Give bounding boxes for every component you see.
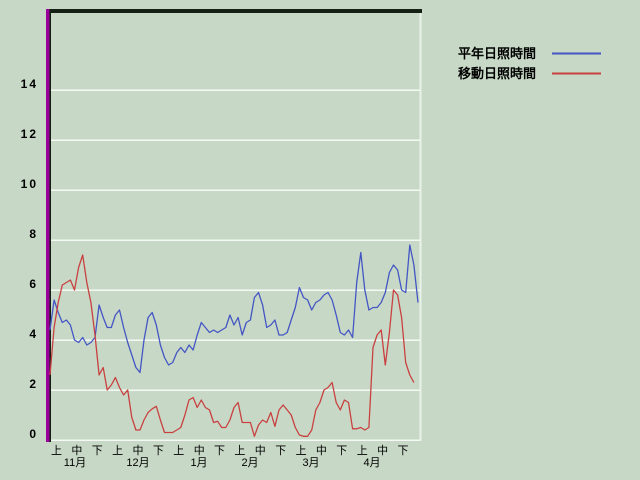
x-month-label: 2月 — [241, 457, 258, 469]
y-tick-label: 0 — [29, 427, 38, 441]
x-jun-label: 上 — [51, 444, 62, 457]
x-jun-label: 中 — [377, 444, 388, 457]
x-month-label: 3月 — [302, 457, 319, 469]
y-tick-label: 10 — [21, 177, 38, 191]
x-jun-label: 中 — [71, 444, 82, 457]
y-axis-purple-line — [46, 9, 50, 442]
plot-top-border — [46, 9, 422, 13]
x-jun-label: 中 — [316, 444, 327, 457]
x-jun-label: 下 — [92, 445, 103, 457]
x-jun-label: 下 — [398, 445, 409, 457]
x-month-label: 1月 — [190, 457, 207, 469]
x-jun-label: 上 — [234, 444, 245, 457]
y-tick-label: 8 — [29, 227, 38, 241]
y-axis-dark-line — [49, 9, 51, 442]
y-tick-label: 2 — [29, 377, 38, 391]
x-jun-label: 中 — [194, 444, 205, 457]
x-jun-label: 上 — [296, 444, 307, 457]
y-tick-label: 14 — [21, 77, 38, 91]
legend-label: 移動日照時間 — [458, 66, 536, 81]
legend-label: 平年日照時間 — [458, 46, 536, 61]
x-jun-label: 上 — [357, 444, 368, 457]
normal-sunshine-line — [49, 244, 419, 374]
x-month-label: 11月 — [64, 457, 86, 469]
x-month-label: 12月 — [126, 457, 149, 469]
moving-sunshine-line — [49, 254, 415, 437]
x-jun-label: 中 — [255, 444, 266, 457]
x-jun-label: 下 — [336, 445, 347, 457]
x-jun-label: 下 — [153, 445, 164, 457]
x-month-label: 4月 — [363, 457, 380, 469]
x-jun-label: 中 — [133, 444, 144, 457]
x-jun-label: 下 — [214, 445, 225, 457]
x-jun-label: 下 — [275, 445, 286, 457]
y-tick-label: 12 — [21, 127, 38, 141]
y-tick-label: 6 — [29, 277, 38, 291]
x-jun-label: 上 — [173, 444, 184, 457]
x-jun-label: 上 — [112, 444, 123, 457]
y-tick-label: 4 — [29, 327, 38, 341]
